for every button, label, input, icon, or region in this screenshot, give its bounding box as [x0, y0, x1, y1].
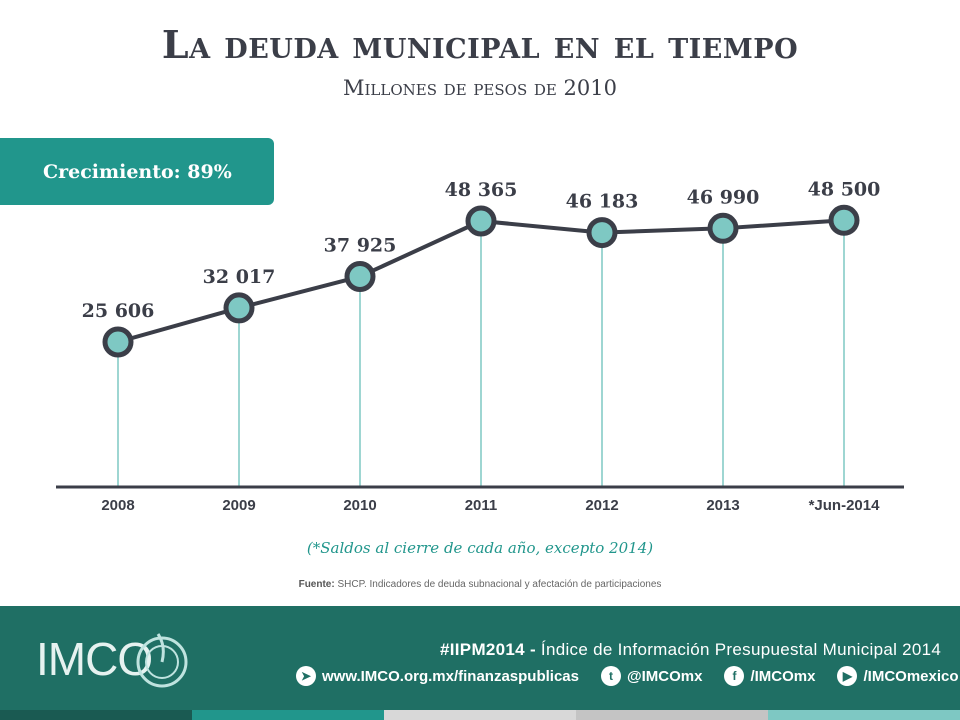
x-tick-label: 2009 [222, 497, 255, 514]
stripe-2 [192, 710, 384, 720]
stripe-3 [384, 710, 576, 720]
source-text: SHCP. Indicadores de deuda subnacional y… [334, 579, 662, 590]
x-tick-label: 2012 [585, 497, 618, 514]
youtube-link[interactable]: /IMCOmexico [863, 667, 959, 685]
footer-tagline: #IIPM2014 - Índice de Información Presup… [440, 640, 941, 660]
data-point [102, 326, 134, 358]
website-link[interactable]: www.IMCO.org.mx/finanzaspublicas [322, 667, 579, 685]
footer-banner: IMCO #IIPM2014 - Índice de Información P… [0, 606, 960, 710]
facebook-icon: f [724, 666, 745, 686]
data-point [707, 212, 739, 244]
stripe-4 [576, 710, 768, 720]
data-point [828, 204, 860, 236]
data-label: 48 500 [808, 178, 881, 200]
send-icon: ➤ [296, 666, 316, 686]
chart-title: La deuda municipal en el tiempo [161, 22, 799, 67]
data-label: 37 925 [324, 235, 397, 257]
data-label: 46 990 [687, 186, 760, 208]
footer-tagline-text: Índice de Información Presupuestal Munic… [535, 640, 942, 659]
x-tick-label: 2013 [706, 497, 739, 514]
logo-text: IMCO [36, 633, 153, 685]
data-point [586, 217, 618, 249]
data-label: 25 606 [82, 300, 155, 322]
data-point [465, 205, 497, 237]
footer-links: ➤ www.IMCO.org.mx/finanzaspublicas t @IM… [296, 666, 959, 686]
bottom-stripes [0, 710, 960, 720]
twitter-icon: t [601, 666, 621, 686]
x-tick-label: 2010 [343, 497, 376, 514]
growth-text: Crecimiento: 89% [43, 160, 232, 183]
logo-swirl-icon [136, 633, 188, 688]
source-label: Fuente: [298, 579, 335, 590]
data-point [223, 292, 255, 324]
youtube-icon: ▶ [837, 666, 858, 686]
data-point [344, 261, 376, 293]
x-tick-label: *Jun-2014 [809, 497, 881, 514]
facebook-link[interactable]: /IMCOmx [750, 667, 816, 685]
imco-logo: IMCO [36, 628, 206, 692]
chart-note: (*Saldos al cierre de cada año, excepto … [306, 539, 654, 557]
line-chart: 25 606 2008 32 017 2009 37 925 2010 48 365 2011… [56, 178, 904, 514]
twitter-link[interactable]: @IMCOmx [627, 667, 703, 685]
source-note: Fuente: SHCP. Indicadores de deuda subna… [0, 579, 960, 590]
x-tick-label: 2011 [465, 497, 498, 514]
chart-subtitle: Millones de pesos de 2010 [343, 76, 617, 100]
x-tick-label: 2008 [101, 497, 134, 514]
footer-hashtag: #IIPM2014 - [440, 640, 536, 659]
stripe-5 [768, 710, 960, 720]
stripe-1 [0, 710, 192, 720]
growth-badge: Crecimiento: 89% [0, 138, 274, 205]
data-label: 32 017 [203, 266, 276, 288]
data-label: 46 183 [566, 191, 639, 213]
data-label: 48 365 [445, 179, 518, 201]
